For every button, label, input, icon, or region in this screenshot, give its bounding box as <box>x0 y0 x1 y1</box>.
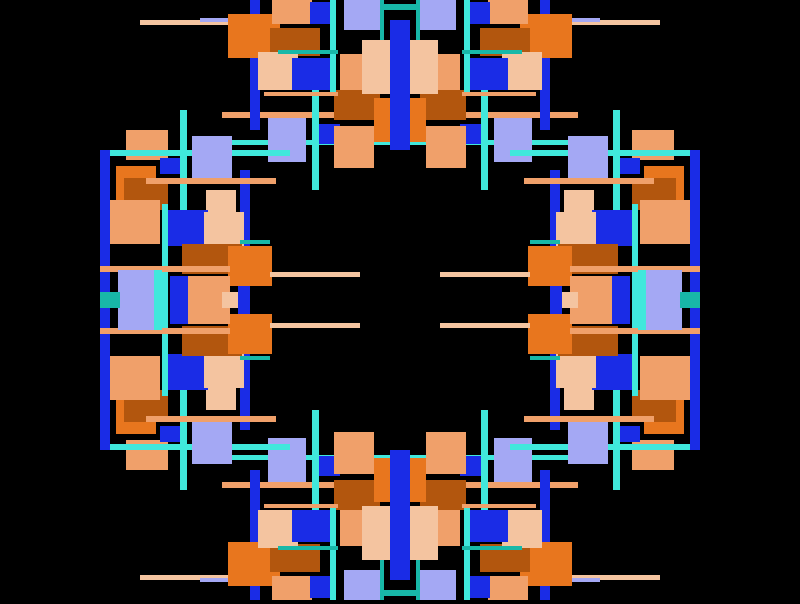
symmetric-collage-art <box>100 0 700 600</box>
abstract-pattern-canvas <box>100 0 700 600</box>
